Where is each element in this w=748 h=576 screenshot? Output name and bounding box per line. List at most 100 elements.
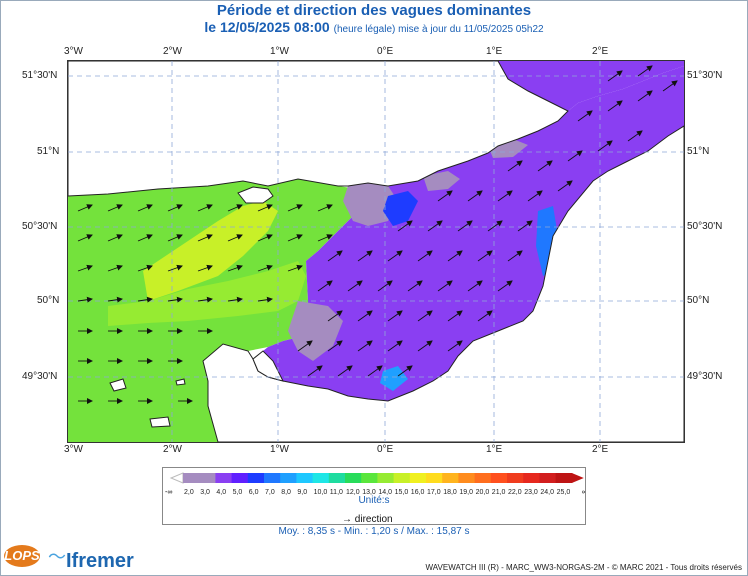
direction-arrows — [77, 65, 678, 404]
legend-colorbar: -∞ 2,0 3,0 4,0 5,0 6,0 7,0 8,0 9,0 10,0 11,0 12,0 13… — [165, 472, 587, 496]
legend-swatch — [507, 473, 524, 483]
legend-swatch — [490, 473, 508, 483]
lops-logo: LOPS — [4, 545, 40, 567]
sea-grey-zone-3 — [423, 171, 460, 191]
legend-tick-label: 12,0 — [346, 489, 360, 496]
legend-tick-label: 17,0 — [427, 489, 441, 496]
lon-label-top-0e: 0°E — [377, 46, 394, 57]
update-note: (heure légale) mise à jour du 11/05/2025… — [333, 24, 544, 35]
legend-tick-label: 21,0 — [492, 489, 506, 496]
legend-swatch — [474, 473, 492, 483]
direction-key-label: direction — [354, 514, 393, 525]
lat-label-right-50: 50°N — [687, 295, 710, 306]
legend-high-end: ∞ — [582, 489, 585, 496]
legend-swatch — [215, 473, 233, 483]
sea-purple-zone — [253, 66, 684, 401]
legend-tick-label: 20,0 — [476, 489, 490, 496]
legend-tick-label: 15,0 — [395, 489, 409, 496]
legend-tick-label: 19,0 — [459, 489, 473, 496]
sea-grey-zone-1 — [343, 183, 398, 226]
legend-swatch — [377, 473, 395, 483]
land-cotentin — [252, 350, 284, 382]
lon-label-top-1e: 1°E — [486, 46, 503, 57]
stats-line: Moy. : 8,35 s - Min. : 1,20 s / Max. : 1… — [278, 526, 470, 537]
legend-swatch — [426, 473, 443, 483]
lat-label-right-5130: 51°30'N — [687, 70, 723, 81]
wave-period-map[interactable] — [67, 60, 685, 443]
land-guernsey — [109, 378, 127, 392]
legend-tick-label: 22,0 — [508, 489, 522, 496]
lon-label-bottom-2e: 2°E — [592, 444, 609, 455]
ifremer-logo: Ifremer — [66, 550, 134, 572]
sea-grey-zone-2 — [288, 301, 343, 361]
legend-tick-label: 23,0 — [524, 489, 538, 496]
legend-swatch — [345, 473, 362, 483]
legend-swatch — [409, 473, 427, 483]
legend-tick-label: 13,0 — [362, 489, 376, 496]
direction-key: → direction — [342, 514, 393, 525]
lon-label-top-1w: 1°W — [270, 46, 289, 57]
legend-tick-label: 5,0 — [233, 489, 243, 496]
legend-low-end: -∞ — [165, 489, 172, 496]
sea-blue-zone-1 — [383, 191, 418, 226]
lat-label-right-4930: 49°30'N — [687, 371, 723, 382]
legend-swatch — [183, 473, 200, 483]
legend-tick-label: 9,0 — [297, 489, 307, 496]
legend-tick-label: 16,0 — [411, 489, 425, 496]
footer-credits: WAVEWATCH III (R) - MARC_WW3-NORGAS-2M -… — [425, 563, 742, 572]
legend-tick-label: 6,0 — [249, 489, 259, 496]
land-isle-of-wight — [237, 186, 274, 204]
direction-key-arrow-icon: → — [342, 514, 352, 525]
lon-label-top-2e: 2°E — [592, 46, 609, 57]
lon-label-bottom-3w: 3°W — [64, 444, 83, 455]
legend-tick-label: 24,0 — [540, 489, 554, 496]
lon-label-bottom-2w: 2°W — [163, 444, 182, 455]
lon-label-top-2w: 2°W — [163, 46, 182, 57]
lat-label-left-51: 51°N — [37, 146, 60, 157]
lat-label-left-5030: 50°30'N — [22, 221, 58, 232]
legend-tick-label: 10,0 — [314, 489, 328, 496]
lon-label-top-3w: 3°W — [64, 46, 83, 57]
legend-low-tip — [169, 472, 184, 484]
legend-swatch — [442, 473, 459, 483]
sea-blue-zone-3 — [380, 366, 408, 391]
legend-swatch — [264, 473, 281, 483]
legend-tick-label: 25,0 — [557, 489, 571, 496]
legend-swatch — [231, 473, 249, 483]
legend-high-tip — [571, 473, 584, 483]
legend-swatch — [458, 473, 476, 483]
legend-swatch — [247, 473, 265, 483]
lon-label-bottom-1w: 1°W — [270, 444, 289, 455]
lat-label-right-51: 51°N — [687, 146, 710, 157]
legend-tick-label: 18,0 — [443, 489, 457, 496]
legend-tick-label: 8,0 — [281, 489, 291, 496]
map-canvas — [68, 61, 684, 442]
sea-light-green-zone — [108, 261, 306, 326]
lon-label-bottom-0e: 0°E — [377, 444, 394, 455]
legend-tick-label: 14,0 — [378, 489, 392, 496]
legend-swatch — [328, 473, 346, 483]
legend-swatch — [280, 473, 297, 483]
legend-swatch — [393, 473, 411, 483]
legend-unit: Unité:s — [358, 495, 390, 506]
legend-tick-label: 7,0 — [265, 489, 275, 496]
legend-tick-label: 3,0 — [200, 489, 210, 496]
legend-swatch — [312, 473, 330, 483]
lat-label-left-50: 50°N — [37, 295, 60, 306]
sea-purple-channel — [498, 61, 684, 111]
ifremer-wave-icon: 〜 — [48, 547, 66, 567]
land-jersey — [149, 416, 171, 428]
land-france — [202, 125, 684, 442]
land-england — [68, 61, 569, 197]
lat-label-right-5030: 50°30'N — [687, 221, 723, 232]
legend-swatch — [361, 473, 378, 483]
legend-swatch — [555, 473, 573, 483]
legend-tick-label: 4,0 — [216, 489, 226, 496]
map-title: Période et direction des vagues dominant… — [216, 2, 532, 19]
period-legend: -∞ 2,0 3,0 4,0 5,0 6,0 7,0 8,0 9,0 10,0 11,0 12,0 13… — [162, 467, 587, 525]
land-alderney — [175, 378, 186, 386]
lat-label-left-5130: 51°30'N — [22, 70, 58, 81]
legend-tick-label: 2,0 — [184, 489, 194, 496]
map-subtitle: le 12/05/2025 08:00 (heure légale) mise … — [0, 19, 748, 38]
legend-tick-label: 11,0 — [330, 489, 343, 496]
